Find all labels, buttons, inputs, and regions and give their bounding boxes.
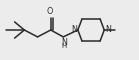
Text: N: N (105, 25, 111, 34)
Text: N: N (61, 38, 67, 47)
Text: H: H (61, 43, 67, 49)
Text: N: N (71, 25, 77, 34)
Text: O: O (47, 7, 53, 16)
